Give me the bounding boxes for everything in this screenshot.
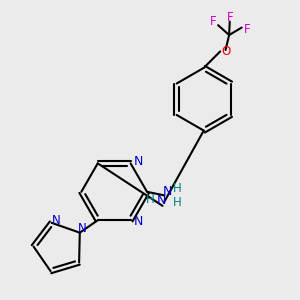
Text: N: N <box>134 215 143 228</box>
Text: F: F <box>244 22 250 36</box>
Text: N: N <box>156 194 166 207</box>
Text: F: F <box>226 11 233 24</box>
Text: H: H <box>173 196 182 209</box>
Text: N: N <box>134 155 143 168</box>
Text: F: F <box>209 15 216 28</box>
Text: N: N <box>78 222 87 235</box>
Text: H: H <box>146 193 154 206</box>
Text: N: N <box>52 214 61 227</box>
Text: N: N <box>163 185 172 198</box>
Text: O: O <box>222 45 231 58</box>
Text: H: H <box>173 182 182 195</box>
